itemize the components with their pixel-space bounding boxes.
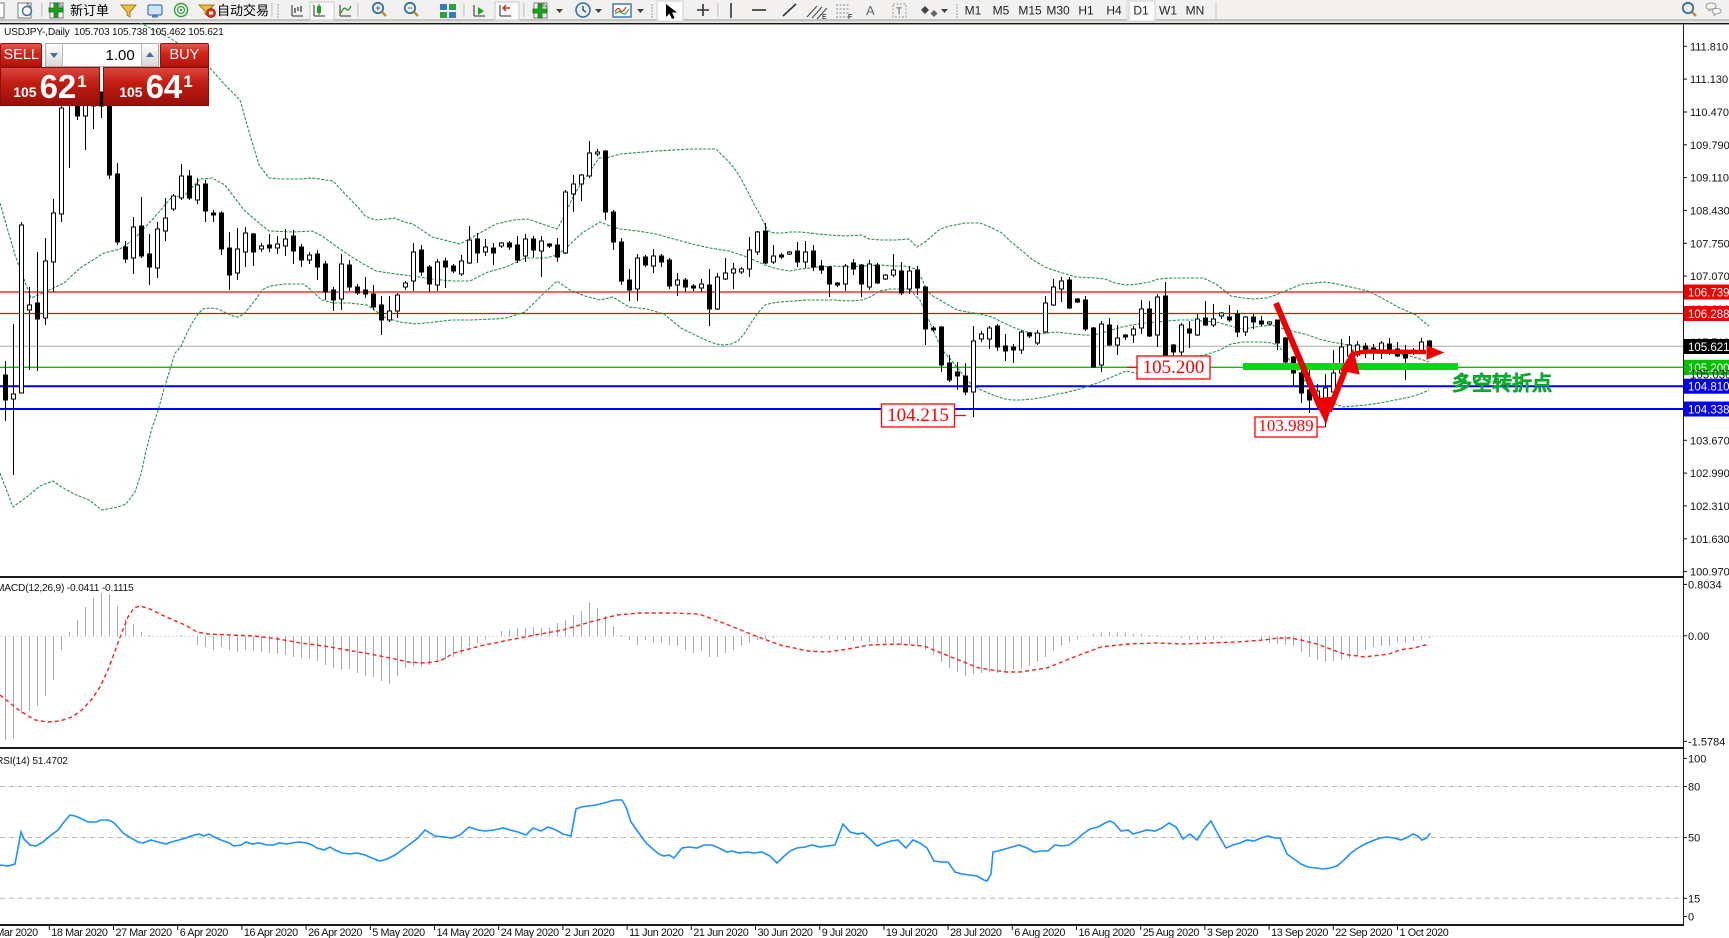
svg-text:30 Jun 2020: 30 Jun 2020 (758, 927, 813, 938)
svg-text:101.630: 101.630 (1690, 534, 1729, 546)
svg-text:110.470: 110.470 (1690, 107, 1729, 119)
svg-text:11 Jun 2020: 11 Jun 2020 (629, 927, 684, 938)
svg-text:2 Jun 2020: 2 Jun 2020 (565, 927, 615, 938)
svg-text:104.338: 104.338 (1688, 405, 1729, 417)
svg-text:-1.5784: -1.5784 (1688, 736, 1725, 748)
svg-text:自动交易: 自动交易 (217, 3, 269, 18)
svg-text:MN: MN (1186, 4, 1205, 18)
svg-text:24 May 2020: 24 May 2020 (501, 927, 559, 938)
svg-text:109.110: 109.110 (1690, 173, 1729, 185)
svg-text:80: 80 (1688, 782, 1700, 794)
svg-text:F: F (848, 14, 852, 21)
svg-text:E: E (822, 14, 827, 21)
svg-text:13 Sep 2020: 13 Sep 2020 (1271, 927, 1328, 938)
svg-text:6 Aug 2020: 6 Aug 2020 (1014, 927, 1065, 938)
svg-text:50: 50 (1688, 833, 1700, 845)
svg-text:105.621: 105.621 (1688, 342, 1729, 354)
svg-text:9 Mar 2020: 9 Mar 2020 (0, 927, 38, 938)
svg-text:111.130: 111.130 (1690, 74, 1728, 86)
svg-text:108.430: 108.430 (1690, 205, 1729, 217)
svg-text:A: A (866, 3, 875, 18)
svg-text:6 Apr 2020: 6 Apr 2020 (180, 927, 229, 938)
svg-text:109.790: 109.790 (1690, 140, 1729, 152)
svg-text:111.810: 111.810 (1690, 41, 1728, 53)
svg-text:25 Aug 2020: 25 Aug 2020 (1143, 927, 1200, 938)
svg-text:M30: M30 (1046, 4, 1070, 18)
svg-text:3 Sep 2020: 3 Sep 2020 (1207, 927, 1259, 938)
svg-text:107.750: 107.750 (1690, 238, 1729, 250)
svg-text:14 May 2020: 14 May 2020 (437, 927, 495, 938)
svg-text:100: 100 (1688, 753, 1706, 765)
svg-text:107.070: 107.070 (1690, 271, 1729, 283)
svg-text:26 Apr 2020: 26 Apr 2020 (308, 927, 362, 938)
svg-text:H4: H4 (1106, 4, 1122, 18)
svg-text:H1: H1 (1078, 4, 1094, 18)
svg-text:103.670: 103.670 (1690, 435, 1729, 447)
svg-text:新订单: 新订单 (70, 3, 109, 18)
svg-text:USDJPY-,Daily: USDJPY-,Daily (4, 27, 71, 38)
svg-text:15: 15 (1688, 893, 1700, 905)
svg-text:5 May 2020: 5 May 2020 (372, 927, 425, 938)
svg-text:19 Jul 2020: 19 Jul 2020 (886, 927, 938, 938)
svg-text:105.703 105.738 105.462 105.62: 105.703 105.738 105.462 105.621 (74, 27, 224, 38)
svg-text:0.8034: 0.8034 (1688, 579, 1722, 591)
svg-text:W1: W1 (1159, 4, 1177, 18)
svg-text:多空转折点: 多空转折点 (1452, 371, 1552, 395)
svg-text:104.810: 104.810 (1688, 382, 1729, 394)
svg-text:106.739: 106.739 (1688, 288, 1729, 300)
svg-text:T: T (896, 7, 902, 18)
svg-text:28 Jul 2020: 28 Jul 2020 (950, 927, 1002, 938)
svg-text:102.990: 102.990 (1690, 468, 1729, 480)
svg-text:M1: M1 (965, 4, 982, 18)
svg-text:105.030: 105.030 (1690, 370, 1729, 382)
svg-text:M5: M5 (993, 4, 1010, 18)
svg-text:+: + (375, 3, 380, 13)
svg-text:102.310: 102.310 (1690, 501, 1729, 513)
svg-text:−: − (407, 3, 412, 13)
svg-text:16 Aug 2020: 16 Aug 2020 (1079, 927, 1136, 938)
svg-text:RSI(14) 51.4702: RSI(14) 51.4702 (0, 756, 68, 767)
svg-text:D1: D1 (1133, 4, 1149, 18)
svg-text:106.288: 106.288 (1688, 309, 1729, 321)
svg-text:16 Apr 2020: 16 Apr 2020 (244, 927, 298, 938)
svg-text:9 Jul 2020: 9 Jul 2020 (822, 927, 868, 938)
svg-text:MACD(12,26,9) -0.0411 -0.1115: MACD(12,26,9) -0.0411 -0.1115 (0, 583, 134, 594)
svg-text:21 Jun 2020: 21 Jun 2020 (693, 927, 748, 938)
svg-text:0.00: 0.00 (1688, 631, 1709, 643)
svg-text:27 Mar 2020: 27 Mar 2020 (116, 927, 173, 938)
svg-text:M15: M15 (1018, 4, 1042, 18)
svg-text:1 Oct 2020: 1 Oct 2020 (1400, 927, 1449, 938)
svg-text:105.200: 105.200 (1143, 357, 1205, 378)
svg-text:105.200: 105.200 (1688, 363, 1729, 375)
svg-text:0: 0 (1688, 912, 1694, 924)
svg-text:103.989: 103.989 (1258, 416, 1313, 435)
svg-text:100.970: 100.970 (1690, 567, 1729, 579)
svg-text:104.215: 104.215 (887, 405, 949, 426)
svg-text:18 Mar 2020: 18 Mar 2020 (51, 927, 108, 938)
svg-text:22 Sep 2020: 22 Sep 2020 (1335, 927, 1392, 938)
